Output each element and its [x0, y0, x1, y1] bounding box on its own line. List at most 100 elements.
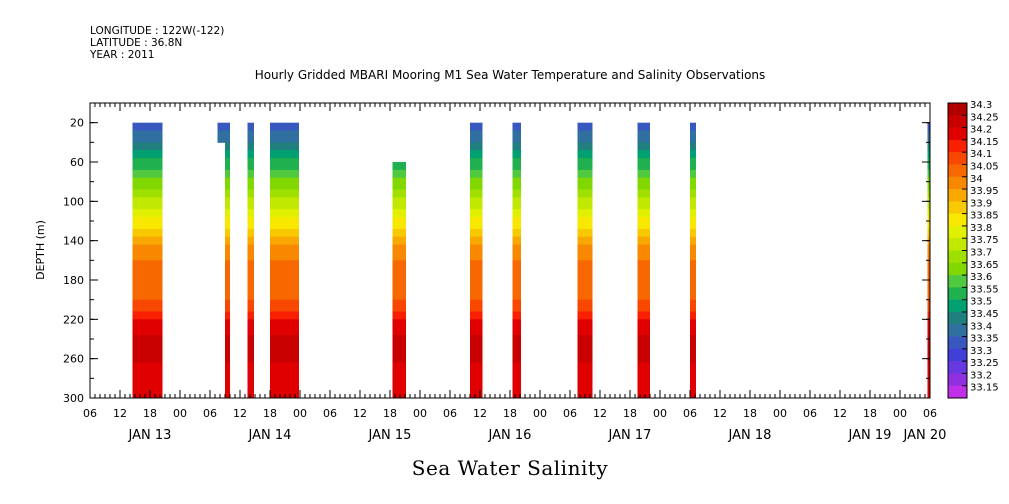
heatmap-cell	[132, 240, 163, 246]
heatmap-cell	[247, 335, 254, 340]
colorbar-swatch	[948, 336, 967, 350]
heatmap-cell	[247, 165, 254, 171]
heatmap-cell	[470, 130, 483, 135]
heatmap-cell	[392, 197, 406, 202]
heatmap-cell	[577, 370, 593, 375]
heatmap-cell	[577, 342, 593, 348]
x-day-label: JAN 17	[608, 428, 652, 443]
heatmap-cell	[132, 287, 163, 293]
data-segment	[247, 122, 254, 399]
x-tick-label: 12	[713, 407, 727, 420]
heatmap-cell	[470, 228, 483, 234]
heatmap-cell	[690, 134, 696, 139]
heatmap-cell	[392, 173, 406, 179]
heatmap-cell	[637, 370, 650, 375]
data-segment	[690, 122, 696, 399]
heatmap-cell	[225, 319, 230, 324]
heatmap-cell	[512, 291, 521, 297]
heatmap-cell	[392, 370, 406, 375]
heatmap-cell	[470, 346, 483, 352]
heatmap-cell	[247, 370, 254, 375]
heatmap-cell	[270, 358, 299, 364]
heatmap-cell	[225, 126, 230, 132]
heatmap-cell	[512, 181, 521, 187]
heatmap-cell	[637, 335, 650, 340]
y-axis-label: DEPTH (m)	[34, 220, 47, 280]
heatmap-cell	[637, 213, 650, 218]
heatmap-cell	[270, 126, 299, 132]
heatmap-cell	[927, 374, 930, 379]
heatmap-cell	[470, 394, 483, 399]
heatmap-cell	[392, 283, 406, 289]
heatmap-cell	[637, 331, 650, 336]
heatmap-cell	[637, 319, 650, 324]
heatmap-cell	[132, 217, 163, 222]
data-segment	[132, 122, 163, 399]
heatmap-cell	[225, 280, 230, 285]
heatmap-cell	[247, 236, 254, 242]
heatmap-cell	[270, 197, 299, 202]
heatmap-cell	[132, 390, 163, 395]
heatmap-cell	[637, 232, 650, 238]
heatmap-cell	[132, 362, 163, 368]
heatmap-cell	[512, 232, 521, 238]
colorbar-swatch	[948, 275, 967, 288]
heatmap-cell	[270, 236, 299, 242]
heatmap-cell	[470, 358, 483, 364]
y-tick-label: 140	[63, 235, 84, 248]
heatmap-cell	[690, 264, 696, 269]
heatmap-cell	[637, 221, 650, 226]
heatmap-cell	[470, 311, 483, 316]
heatmap-cell	[270, 370, 299, 375]
heatmap-cell	[132, 209, 163, 214]
heatmap-cell	[225, 323, 230, 328]
heatmap-cell	[690, 189, 696, 194]
heatmap-cell	[577, 299, 593, 305]
heatmap-cell	[225, 177, 230, 183]
heatmap-cell	[927, 169, 930, 175]
heatmap-cell	[690, 339, 696, 344]
heatmap-cell	[247, 327, 254, 332]
heatmap-cell	[247, 264, 254, 269]
heatmap-cell	[132, 248, 163, 253]
heatmap-cell	[637, 260, 650, 265]
heatmap-cell	[247, 366, 254, 371]
heatmap-cell	[927, 315, 930, 320]
heatmap-cell	[512, 354, 521, 360]
chart-title: Hourly Gridded MBARI Mooring M1 Sea Wate…	[254, 68, 766, 82]
heatmap-cell	[690, 358, 696, 364]
x-tick-label: 18	[503, 407, 517, 420]
colorbar-label: 33.35	[970, 334, 999, 345]
heatmap-cell	[247, 240, 254, 246]
heatmap-cell	[132, 173, 163, 179]
heatmap-cell	[470, 221, 483, 226]
heatmap-cell	[225, 146, 230, 151]
heatmap-cell	[690, 209, 696, 214]
heatmap-cell	[132, 335, 163, 340]
heatmap-cell	[392, 339, 406, 344]
heatmap-cell	[637, 150, 650, 155]
heatmap-cell	[225, 307, 230, 312]
heatmap-cell	[392, 276, 406, 281]
heatmap-cell	[512, 146, 521, 151]
heatmap-cell	[392, 350, 406, 356]
heatmap-cell	[577, 165, 593, 171]
heatmap-cell	[247, 346, 254, 352]
heatmap-cell	[270, 327, 299, 332]
heatmap-cell	[927, 232, 930, 238]
heatmap-cell	[927, 185, 930, 191]
heatmap-cell	[577, 354, 593, 360]
heatmap-cell	[270, 224, 299, 230]
heatmap-cell	[270, 256, 299, 261]
heatmap-cell	[132, 197, 163, 202]
heatmap-cell	[270, 272, 299, 277]
heatmap-cell	[637, 122, 650, 128]
heatmap-cell	[637, 362, 650, 368]
colorbar-swatch	[948, 373, 967, 387]
heatmap-cell	[392, 382, 406, 387]
heatmap-cell	[927, 346, 930, 352]
heatmap-cell	[270, 165, 299, 171]
heatmap-cell	[577, 169, 593, 175]
heatmap-cell	[392, 209, 406, 214]
heatmap-cell	[225, 366, 230, 371]
